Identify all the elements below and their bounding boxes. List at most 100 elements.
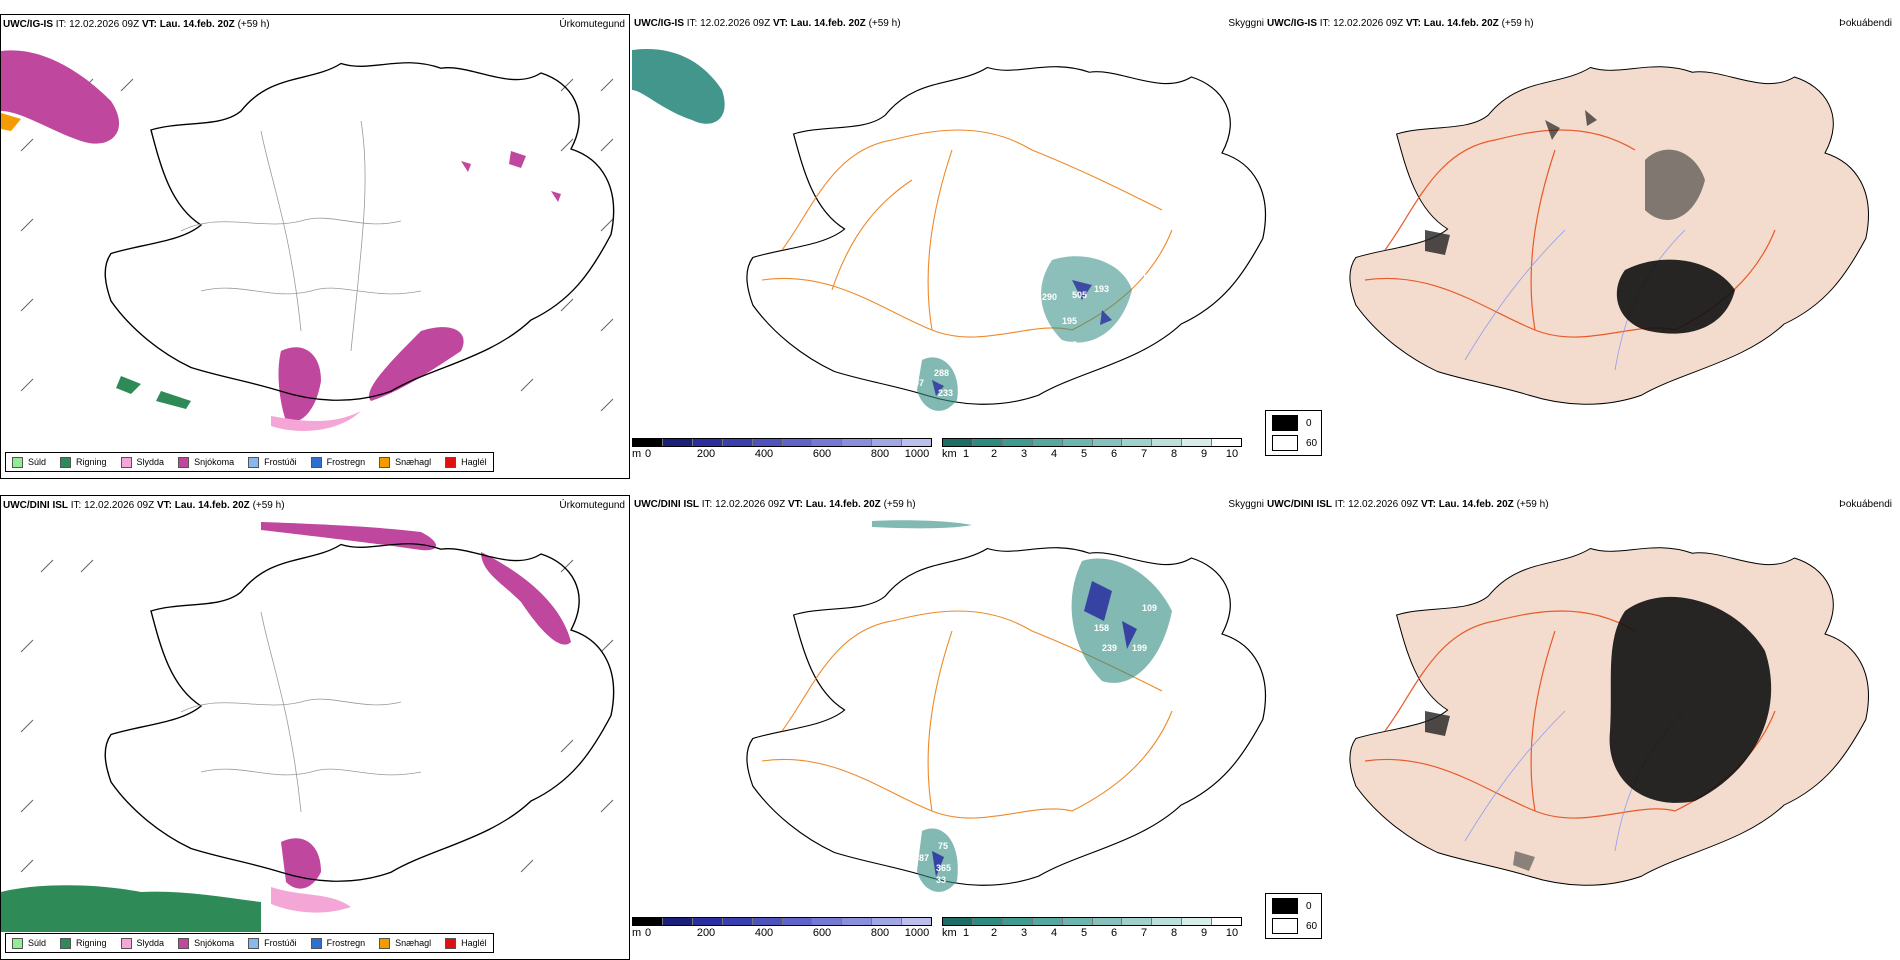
legend-item: Frostregn (310, 456, 365, 468)
ceiling-unit: m (632, 448, 642, 460)
visibility-map: 288 233 97 195 290 505 193 145 107 114 1… (632, 49, 1267, 411)
precip-panel-row2: UWC/DINI ISL IT: 12.02.2026 09Z VT: Lau.… (0, 495, 630, 960)
visibility-tick: 3 (1020, 927, 1028, 939)
visibility-unit: km (942, 927, 957, 939)
fog-map (1349, 66, 1869, 405)
visibility-tick: 6 (1110, 927, 1118, 939)
legend-item: Súld (12, 937, 46, 949)
legend-item: Haglél (445, 456, 487, 468)
ceiling-label: 33 (936, 875, 946, 885)
panel-header: UWC/IG-IS IT: 12.02.2026 09Z VT: Lau. 14… (634, 18, 901, 29)
visibility-colorbar: km 1 2 3 4 5 6 7 8 9 10 (942, 917, 1242, 939)
fog-map (1349, 547, 1869, 886)
panel-header: UWC/DINI ISL IT: 12.02.2026 09Z VT: Lau.… (634, 499, 916, 510)
ceiling-label: 233 (938, 388, 953, 398)
panel-title: Skyggni (1228, 499, 1264, 510)
visibility-tick: 7 (1140, 448, 1148, 460)
ceiling-tick: 600 (812, 927, 832, 939)
legend-item: Frostúði (248, 456, 297, 468)
legend-item: Frostregn (310, 937, 365, 949)
legend-item: Frostúði (248, 937, 297, 949)
legend-item: Snæhagl (379, 456, 431, 468)
fog-legend: 0 60 (1265, 893, 1322, 939)
visibility-tick: 7 (1140, 927, 1148, 939)
legend-item: Slydda (120, 937, 164, 949)
ceiling-label: 97 (914, 378, 924, 388)
ceiling-labels: 288 233 97 195 290 505 193 145 107 114 1… (882, 162, 1147, 398)
ceiling-tick: 200 (696, 448, 716, 460)
visibility-colorbar: km 1 2 3 4 5 6 7 8 9 10 (942, 438, 1242, 460)
ceiling-label: 199 (1132, 643, 1147, 653)
ceiling-label: 17 (1052, 793, 1062, 803)
visibility-tick: 10 (1225, 927, 1239, 939)
ceiling-label: 75 (938, 841, 948, 851)
visibility-tick: 8 (1170, 927, 1178, 939)
ceiling-label: 171 (1132, 272, 1147, 282)
ceiling-tick: 200 (696, 927, 716, 939)
visibility-tick: 1 (962, 927, 970, 939)
ceiling-label: 109 (1142, 603, 1157, 613)
legend-item: Slydda (120, 456, 164, 468)
visibility-map: 75 365 33 387 283 17 158 199 109 239 100… (746, 520, 1267, 892)
visibility-panel-row2: UWC/DINI ISL IT: 12.02.2026 09Z VT: Lau.… (632, 495, 1272, 960)
ceiling-label: 107 (942, 260, 957, 270)
panel-header: UWC/DINI ISL IT: 12.02.2026 09Z VT: Lau.… (1267, 499, 1549, 510)
ceiling-label: 100 (942, 728, 957, 738)
ceiling-label: 193 (1094, 284, 1109, 294)
fog-panel-row2: UWC/DINI ISL IT: 12.02.2026 09Z VT: Lau.… (1265, 495, 1900, 960)
ceiling-tick: 1000 (904, 448, 930, 460)
ceiling-label: 114 (882, 260, 897, 270)
visibility-tick: 2 (990, 448, 998, 460)
precip-map (1, 50, 615, 431)
ceiling-unit: m (632, 927, 642, 939)
panel-header: UWC/IG-IS IT: 12.02.2026 09Z VT: Lau. 14… (1267, 18, 1534, 29)
ceiling-tick: 800 (870, 448, 890, 460)
ceiling-tick: 800 (870, 927, 890, 939)
precip-panel-row1: UWC/IG-IS IT: 12.02.2026 09Z VT: Lau. 14… (0, 14, 630, 479)
ceiling-colorbar: m 0 200 400 600 800 1000 (632, 917, 932, 939)
legend-item: Rigning (60, 456, 107, 468)
ceiling-tick: 1000 (904, 927, 930, 939)
ceiling-label: 145 (1062, 340, 1077, 350)
legend-item: Haglél (445, 937, 487, 949)
visibility-tick: 9 (1200, 448, 1208, 460)
ceiling-label: 283 (1052, 773, 1067, 783)
ceiling-label: 195 (1062, 316, 1077, 326)
ceiling-tick: 400 (754, 448, 774, 460)
fog-legend: 0 60 (1265, 410, 1322, 456)
legend-item: Snjókoma (178, 456, 234, 468)
ceiling-label: 387 (914, 853, 929, 863)
ceiling-label: 120 (1112, 172, 1127, 182)
panel-header: UWC/DINI ISL IT: 12.02.2026 09Z VT: Lau.… (3, 500, 285, 511)
ceiling-tick: 400 (754, 927, 774, 939)
ceiling-label: 239 (1102, 643, 1117, 653)
ceiling-label: 365 (936, 863, 951, 873)
ceiling-tick: 600 (812, 448, 832, 460)
visibility-tick: 10 (1225, 448, 1239, 460)
visibility-tick: 4 (1050, 448, 1058, 460)
visibility-unit: km (942, 448, 957, 460)
visibility-tick: 5 (1080, 448, 1088, 460)
legend-item: Súld (12, 456, 46, 468)
visibility-tick: 9 (1200, 927, 1208, 939)
visibility-tick: 8 (1170, 448, 1178, 460)
ceiling-label: 264 (1082, 162, 1097, 172)
precip-type-legend: Súld Rigning Slydda Snjókoma Frostúði Fr… (5, 933, 494, 953)
ceiling-label: 505 (1072, 290, 1087, 300)
panel-title: Skyggni (1228, 18, 1264, 29)
ceiling-tick: 0 (644, 927, 652, 939)
legend-item: Rigning (60, 937, 107, 949)
legend-item: Snæhagl (379, 937, 431, 949)
ceiling-labels: 75 365 33 387 283 17 158 199 109 239 100… (872, 603, 1157, 885)
fog-panel-row1: UWC/IG-IS IT: 12.02.2026 09Z VT: Lau. 14… (1265, 14, 1900, 479)
visibility-tick: 2 (990, 927, 998, 939)
ceiling-tick: 0 (644, 448, 652, 460)
legend-item: Snjókoma (178, 937, 234, 949)
ceiling-label: 290 (1042, 292, 1057, 302)
visibility-panel-row1: UWC/IG-IS IT: 12.02.2026 09Z VT: Lau. 14… (632, 14, 1272, 479)
ceiling-colorbar: m 0 200 400 600 800 1000 (632, 438, 932, 460)
ceiling-label: 288 (934, 368, 949, 378)
panel-title: Þokuábendi (1839, 499, 1892, 510)
panel-header: UWC/IG-IS IT: 12.02.2026 09Z VT: Lau. 14… (3, 19, 270, 30)
panel-title: Úrkomutegund (559, 19, 625, 30)
